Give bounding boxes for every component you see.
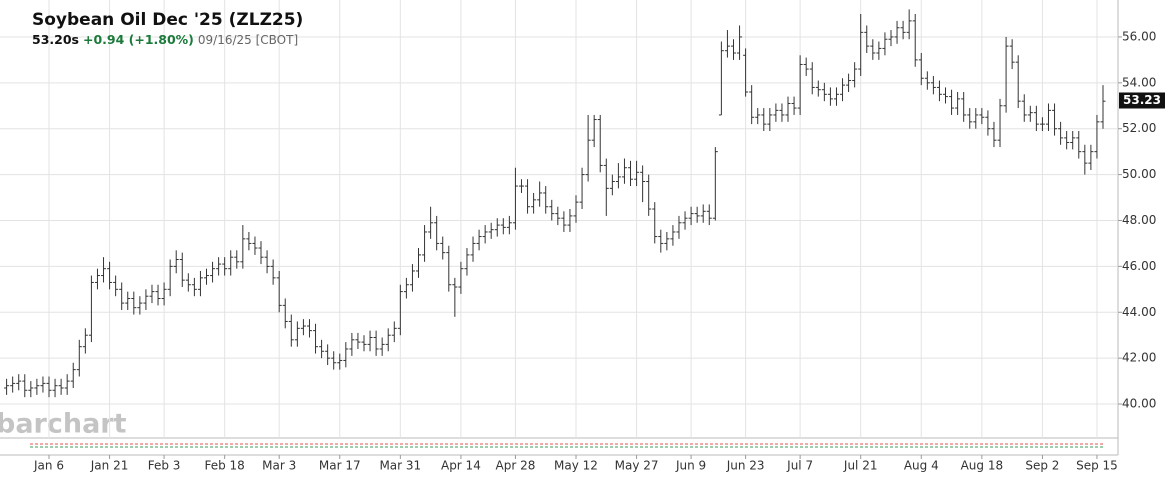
price: 53.20s [32, 32, 79, 47]
y-tick-label: 46.00 [1122, 259, 1156, 273]
last-price-box [1119, 92, 1165, 109]
x-tick-label: May 27 [615, 459, 659, 473]
x-tick-label: Jan 21 [90, 459, 129, 473]
header: Soybean Oil Dec '25 (ZLZ25) 53.20s +0.94… [32, 10, 303, 47]
y-tick-label: 48.00 [1122, 213, 1156, 227]
x-tick-label: Mar 17 [319, 459, 361, 473]
quote-line: 53.20s +0.94 (+1.80%) 09/16/25 [CBOT] [32, 32, 303, 47]
timestamp: 09/16/25 [CBOT] [197, 33, 299, 47]
x-tick-label: Sep 2 [1025, 459, 1059, 473]
x-tick-label: Jun 23 [726, 459, 765, 473]
x-tick-label: Feb 18 [204, 459, 244, 473]
y-tick-label: 56.00 [1122, 29, 1156, 43]
y-tick-label: 54.00 [1122, 75, 1156, 89]
x-tick-label: Apr 14 [441, 459, 481, 473]
x-tick-label: Jun 9 [675, 459, 706, 473]
x-tick-label: Jul 7 [786, 459, 813, 473]
x-tick-label: Feb 3 [148, 459, 181, 473]
x-tick-label: Aug 4 [904, 459, 939, 473]
change: +0.94 (+1.80%) [82, 32, 194, 47]
x-tick-label: Apr 28 [496, 459, 536, 473]
y-tick-label: 40.00 [1122, 397, 1156, 411]
x-tick-label: Jul 21 [843, 459, 878, 473]
y-tick-label: 42.00 [1122, 351, 1156, 365]
watermark: barchart [0, 409, 127, 440]
x-tick-label: Mar 31 [379, 459, 421, 473]
x-tick-label: Sep 15 [1076, 459, 1118, 473]
x-tick-label: Mar 3 [262, 459, 296, 473]
x-tick-label: Aug 18 [961, 459, 1004, 473]
last-price-label: 53.23 [1123, 93, 1161, 107]
chart-title: Soybean Oil Dec '25 (ZLZ25) [32, 10, 304, 30]
y-tick-label: 44.00 [1122, 305, 1156, 319]
y-tick-label: 52.00 [1122, 121, 1156, 135]
x-tick-label: Jan 6 [33, 459, 64, 473]
x-tick-label: May 12 [554, 459, 598, 473]
y-tick-label: 50.00 [1122, 167, 1156, 181]
